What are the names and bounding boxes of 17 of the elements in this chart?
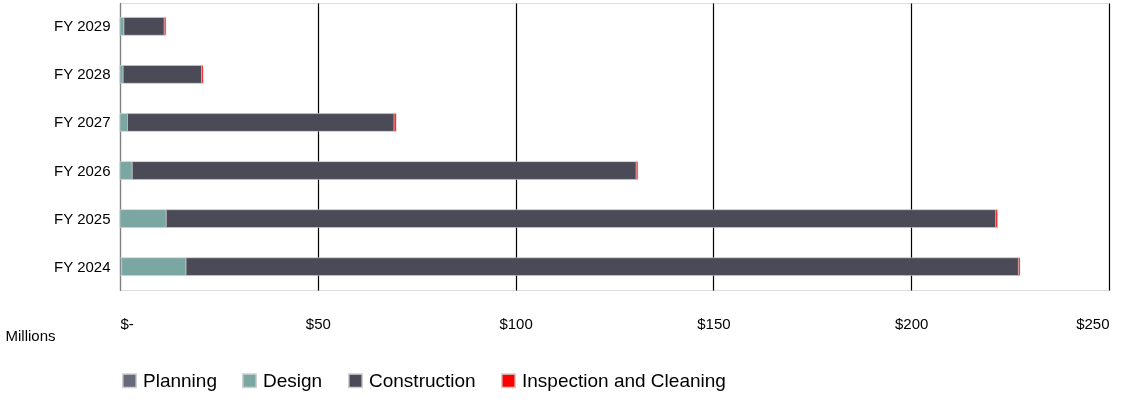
y-tick-label: FY 2028 <box>54 65 111 83</box>
x-tick-label: $- <box>120 314 134 332</box>
y-tick-label: FY 2024 <box>54 257 111 275</box>
x-tick-label: $200 <box>895 314 929 332</box>
y-tick-label: FY 2026 <box>54 161 111 179</box>
x-axis-title: Millions <box>5 326 56 344</box>
y-tick-label: FY 2029 <box>54 17 111 35</box>
y-tick-label: FY 2027 <box>54 113 111 131</box>
legend-label: Planning <box>143 369 217 391</box>
x-tick-label: $100 <box>499 314 533 332</box>
x-tick-label: $250 <box>1076 314 1110 332</box>
x-tick-label: $150 <box>697 314 731 332</box>
y-tick-label: FY 2025 <box>54 209 111 227</box>
x-tick-label: $50 <box>305 314 331 332</box>
legend-label: Construction <box>369 369 476 391</box>
legend-label: Design <box>263 369 323 391</box>
legend-label: Inspection and Cleaning <box>522 369 726 391</box>
